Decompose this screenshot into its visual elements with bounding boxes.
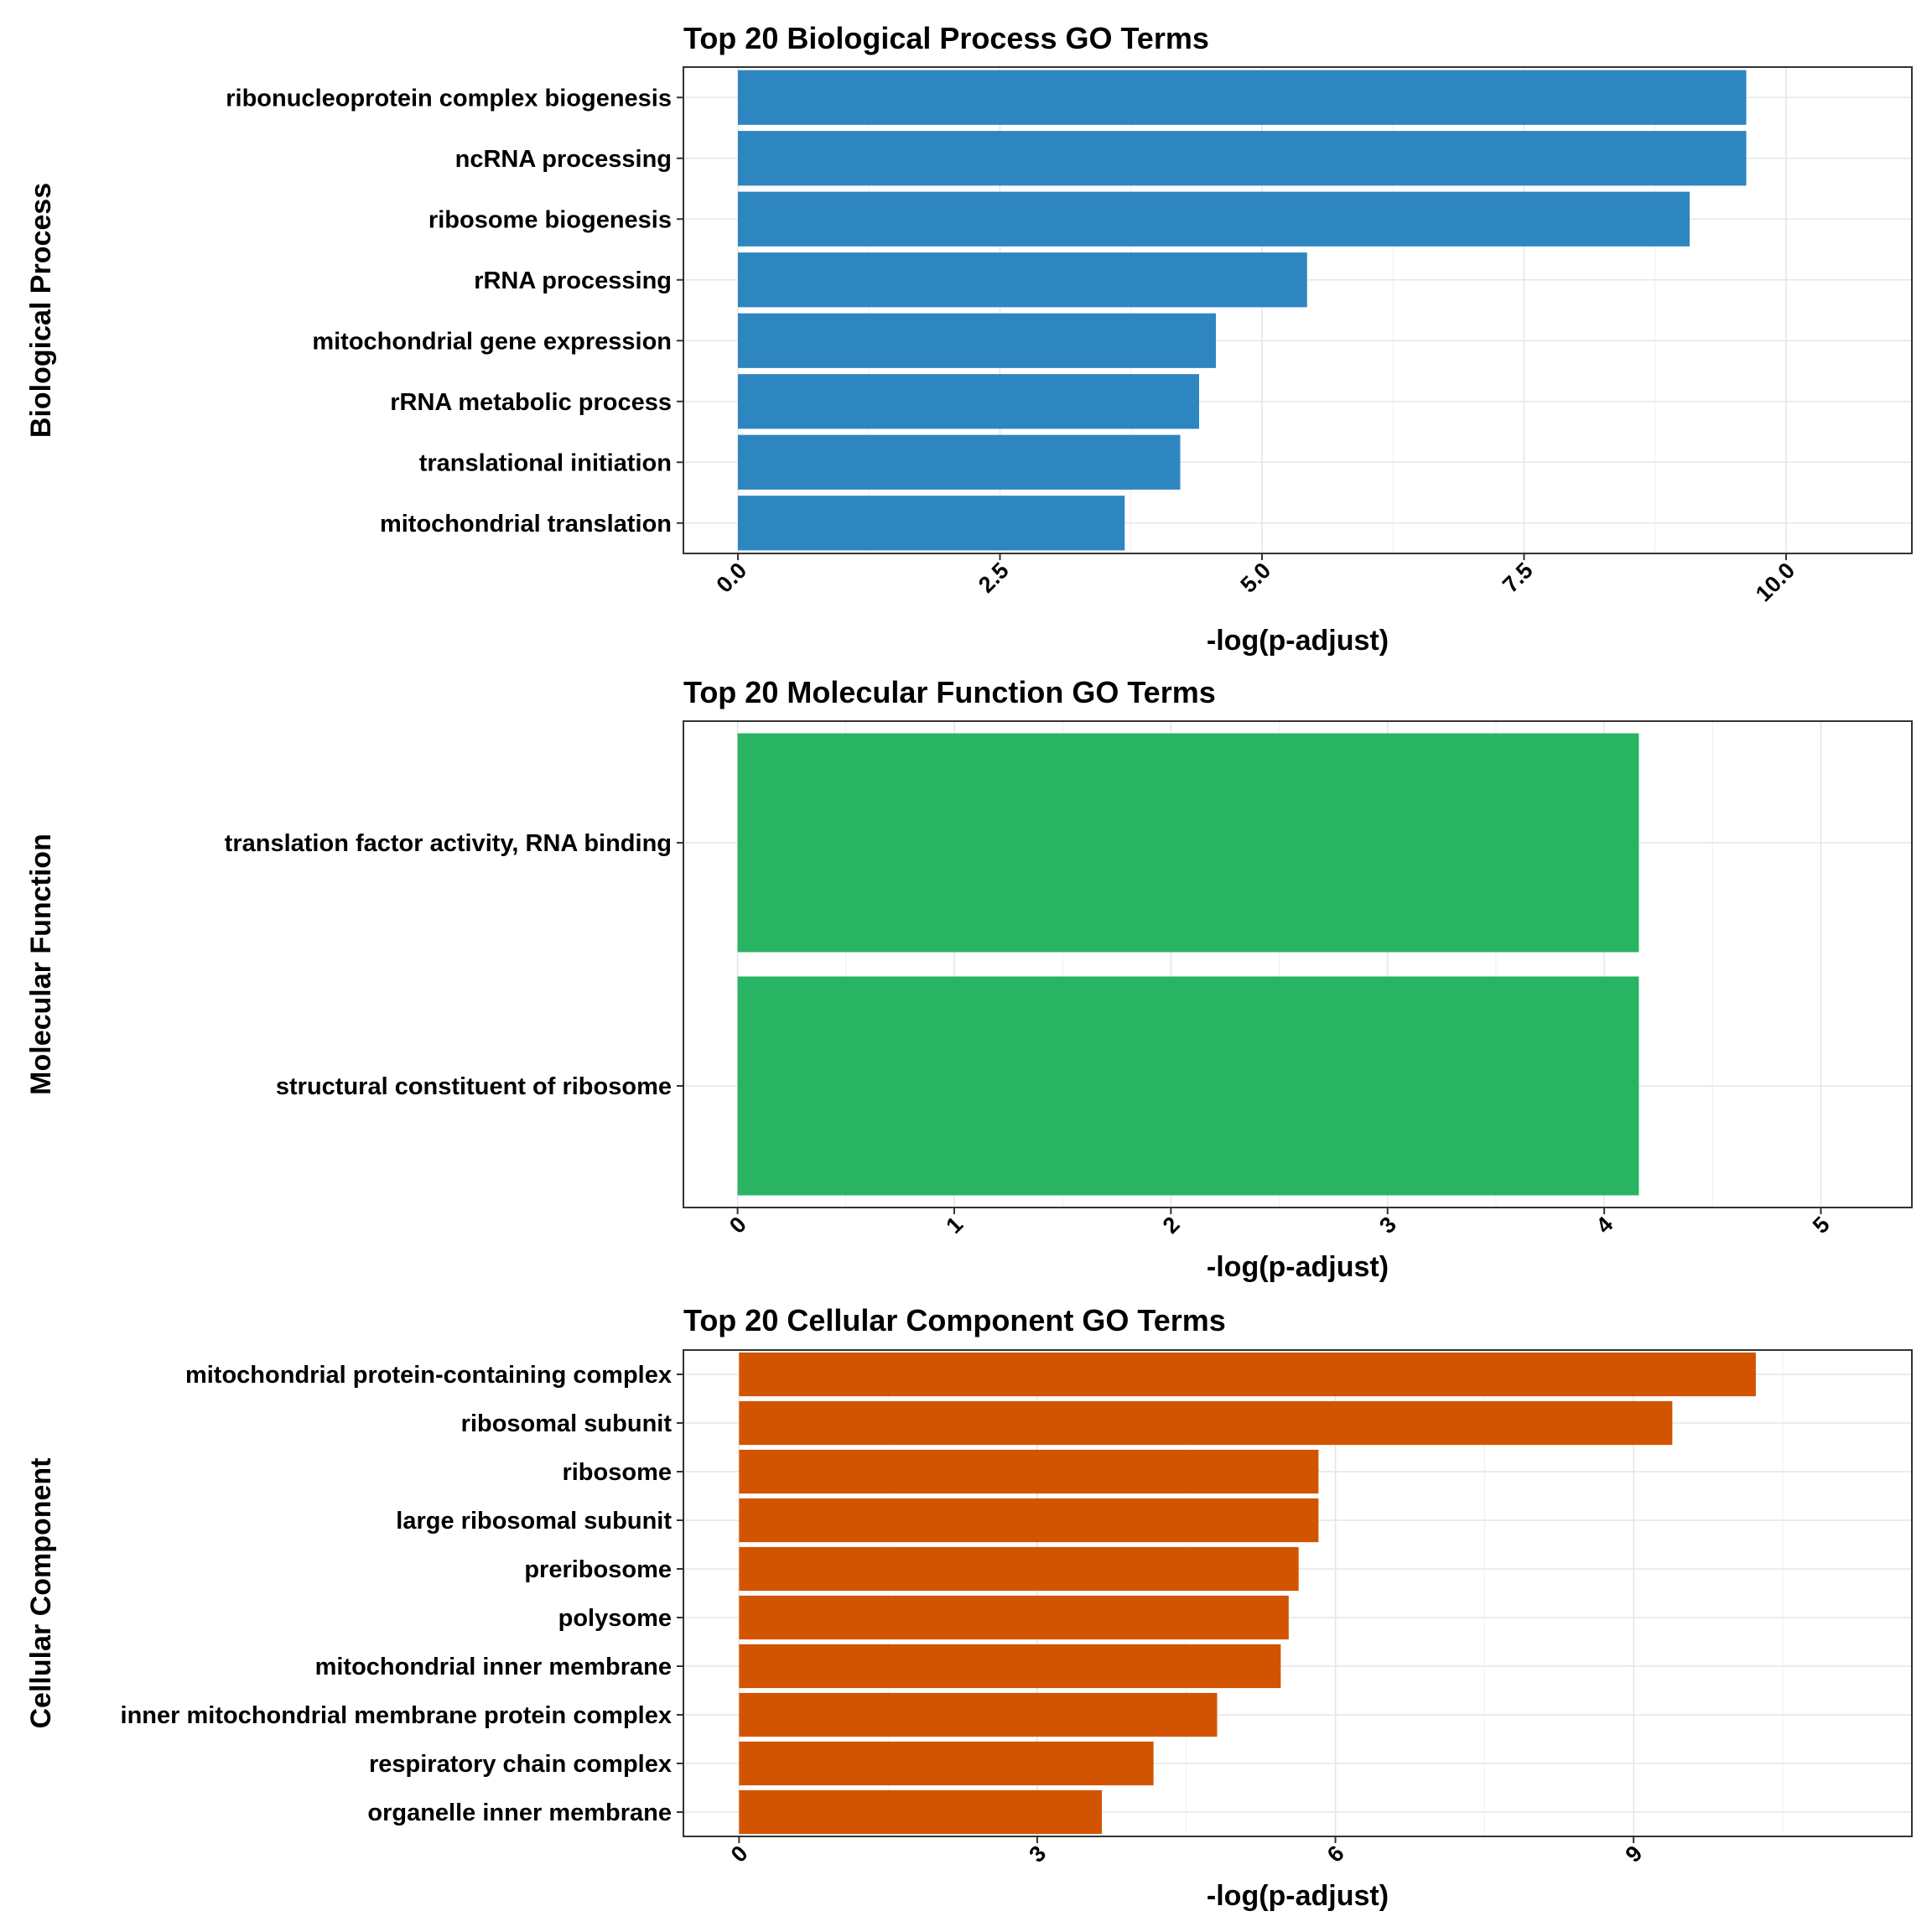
bar xyxy=(739,1498,1319,1543)
x-tick-label: 1 xyxy=(941,1212,968,1239)
panel-3: mitochondrial protein-containing complex… xyxy=(25,1303,1913,1912)
bar xyxy=(739,1644,1281,1689)
x-tick-label: 2.5 xyxy=(974,558,1014,598)
x-tick-label: 4 xyxy=(1592,1212,1618,1239)
y-axis-label: Molecular Function xyxy=(25,834,57,1095)
bar xyxy=(737,733,1639,953)
chart-title: Top 20 Cellular Component GO Terms xyxy=(683,1303,1226,1337)
category-label: large ribosomal subunit xyxy=(396,1508,672,1535)
x-tick-label: 0 xyxy=(724,1212,751,1239)
panel-2: translation factor activity, RNA binding… xyxy=(25,675,1913,1283)
panel-border xyxy=(683,720,1913,1208)
x-tick-label: 0 xyxy=(726,1841,753,1867)
bar xyxy=(739,1400,1673,1446)
x-axis-label: -log(p-adjust) xyxy=(1207,1880,1389,1912)
x-tick-label: 6 xyxy=(1322,1841,1349,1867)
y-axis-label: Cellular Component xyxy=(25,1457,57,1728)
x-tick-label: 3 xyxy=(1374,1212,1401,1239)
category-label: polysome xyxy=(558,1605,672,1632)
x-tick-label: 5 xyxy=(1808,1212,1835,1239)
chart-title: Top 20 Molecular Function GO Terms xyxy=(683,675,1216,709)
bar xyxy=(738,191,1690,247)
panel-border xyxy=(683,1349,1913,1837)
category-label: ribosome biogenesis xyxy=(428,206,672,233)
x-tick-label: 2 xyxy=(1158,1212,1185,1239)
x-tick-label: 5.0 xyxy=(1235,558,1275,598)
bar xyxy=(738,252,1307,308)
category-label: ribosome xyxy=(562,1459,672,1486)
bar xyxy=(739,1692,1218,1737)
x-tick-label: 10.0 xyxy=(1751,558,1800,606)
category-label: rRNA metabolic process xyxy=(390,389,672,416)
bar xyxy=(738,374,1199,429)
x-tick-label: 3 xyxy=(1024,1841,1051,1867)
category-label: ribonucleoprotein complex biogenesis xyxy=(226,85,672,112)
bar xyxy=(739,1449,1319,1494)
category-label: inner mitochondrial membrane protein com… xyxy=(121,1702,672,1729)
bar xyxy=(738,496,1125,551)
category-label: respiratory chain complex xyxy=(369,1751,672,1778)
bar xyxy=(739,1595,1289,1640)
category-label: translation factor activity, RNA binding xyxy=(225,830,672,857)
bar xyxy=(739,1352,1756,1397)
bar xyxy=(737,976,1639,1196)
category-label: rRNA processing xyxy=(474,267,672,294)
panel-border xyxy=(683,66,1913,554)
category-label: mitochondrial translation xyxy=(380,511,672,538)
category-label: mitochondrial gene expression xyxy=(312,328,672,355)
category-label: structural constituent of ribosome xyxy=(276,1073,672,1100)
bar xyxy=(738,131,1747,186)
category-label: ncRNA processing xyxy=(455,146,672,173)
bar xyxy=(738,434,1181,490)
x-tick-label: 7.5 xyxy=(1498,558,1538,598)
panel-1: ribonucleoprotein complex biogenesis ncRN… xyxy=(25,21,1913,657)
category-label: ribosomal subunit xyxy=(461,1410,673,1437)
bar xyxy=(739,1546,1299,1592)
x-tick-label: 0.0 xyxy=(711,558,751,598)
bar xyxy=(738,313,1216,368)
category-label: translational initiation xyxy=(419,449,672,476)
x-axis-label: -log(p-adjust) xyxy=(1207,1251,1389,1283)
category-label: mitochondrial inner membrane xyxy=(315,1654,672,1680)
chart-title: Top 20 Biological Process GO Terms xyxy=(683,21,1209,55)
x-axis-label: -log(p-adjust) xyxy=(1207,625,1389,657)
y-axis-label: Biological Process xyxy=(25,183,57,438)
category-label: organelle inner membrane xyxy=(367,1800,672,1826)
bar xyxy=(739,1741,1154,1786)
bar xyxy=(738,70,1747,125)
x-tick-label: 9 xyxy=(1621,1841,1648,1867)
bar xyxy=(739,1789,1103,1835)
category-label: mitochondrial protein-containing complex xyxy=(185,1362,672,1389)
category-label: preribosome xyxy=(524,1556,672,1583)
